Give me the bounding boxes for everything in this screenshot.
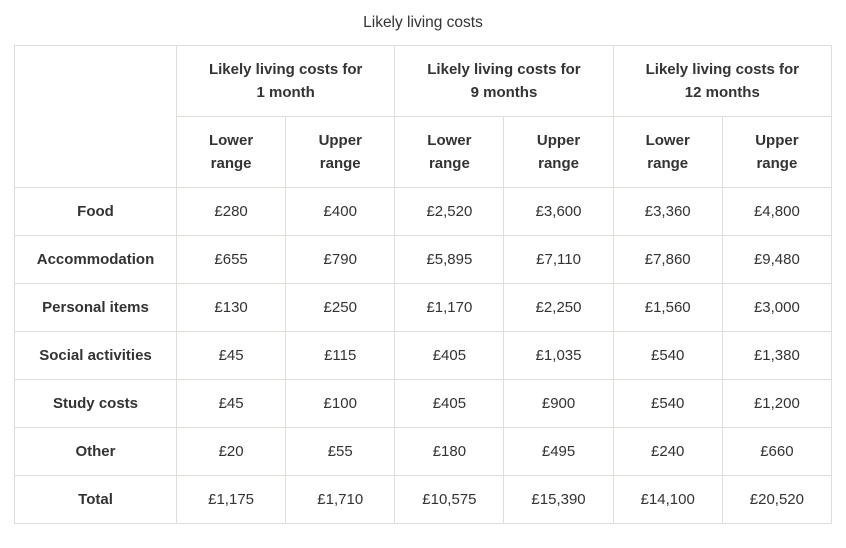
table-row-personal-items: Personal items £130 £250 £1,170 £2,250 £… — [14, 283, 833, 332]
page-title: Likely living costs — [363, 14, 483, 31]
value-cell: £100 — [285, 379, 396, 428]
subheader-line: range — [647, 155, 689, 172]
value-cell: £1,035 — [503, 331, 614, 380]
group-header-line: 12 months — [684, 84, 760, 101]
group-header-line: 9 months — [470, 84, 538, 101]
sub-header-row: Lower range Upper range Lower range Uppe… — [15, 116, 833, 188]
value-cell: £250 — [285, 283, 396, 332]
value-cell: £4,800 — [721, 187, 833, 236]
value-cell: £2,520 — [394, 187, 505, 236]
subheader-upper-1-month: Upper range — [285, 116, 396, 188]
subheader-line: range — [319, 155, 361, 172]
row-header: Food — [14, 187, 177, 236]
group-header-line: Likely living costs for — [427, 61, 581, 78]
table-head: Likely living costs for 1 month Likely l… — [14, 45, 833, 188]
subheader-line: Lower — [645, 132, 690, 149]
value-cell: £3,600 — [503, 187, 614, 236]
table-row-food: Food £280 £400 £2,520 £3,600 £3,360 £4,8… — [14, 187, 833, 236]
value-cell: £5,895 — [394, 235, 505, 284]
subheader-lower-9-months: Lower range — [394, 116, 505, 188]
subheader-line: Upper — [755, 132, 799, 149]
subheader-line: range — [538, 155, 579, 172]
value-cell: £20,520 — [721, 475, 833, 524]
subheader-line: Lower — [427, 132, 472, 149]
group-header-line: 1 month — [256, 84, 315, 101]
living-costs-table: Likely living costs for 1 month Likely l… — [14, 45, 833, 524]
row-header: Social activities — [14, 331, 177, 380]
value-cell: £1,200 — [721, 379, 833, 428]
value-cell: £15,390 — [503, 475, 614, 524]
value-cell: £540 — [612, 331, 723, 380]
value-cell: £540 — [612, 379, 723, 428]
value-cell: £10,575 — [394, 475, 505, 524]
subheader-line: Upper — [536, 132, 581, 149]
value-cell: £14,100 — [612, 475, 723, 524]
table-body: Food £280 £400 £2,520 £3,600 £3,360 £4,8… — [14, 187, 833, 524]
value-cell: £2,250 — [503, 283, 614, 332]
subheader-line: Lower — [208, 132, 254, 149]
subheader-line: range — [428, 155, 470, 172]
group-header-9-months: Likely living costs for 9 months — [394, 45, 614, 117]
subheader-lower-12-months: Lower range — [612, 116, 723, 188]
page: Likely living costs Likely living costs … — [14, 8, 833, 524]
group-header-12-months: Likely living costs for 12 months — [612, 45, 833, 117]
value-cell: £3,000 — [721, 283, 833, 332]
value-cell: £45 — [175, 331, 287, 380]
table-row-accommodation: Accommodation £655 £790 £5,895 £7,110 £7… — [14, 235, 833, 284]
subheader-upper-12-months: Upper range — [721, 116, 833, 188]
value-cell: £45 — [175, 379, 287, 428]
row-header: Accommodation — [14, 235, 177, 284]
value-cell: £790 — [285, 235, 396, 284]
corner-cell — [14, 45, 177, 188]
value-cell: £655 — [175, 235, 287, 284]
group-header-line: Likely living costs for — [208, 61, 363, 78]
subheader-line: range — [210, 155, 252, 172]
table-row-study-costs: Study costs £45 £100 £405 £900 £540 £1,2… — [14, 379, 833, 428]
value-cell: £1,380 — [721, 331, 833, 380]
table-row-total: Total £1,175 £1,710 £10,575 £15,390 £14,… — [14, 475, 833, 524]
value-cell: £130 — [175, 283, 287, 332]
group-header-line: Likely living costs for — [645, 61, 799, 78]
value-cell: £240 — [612, 427, 723, 476]
group-header-row: Likely living costs for 1 month Likely l… — [14, 45, 833, 188]
value-cell: £7,110 — [503, 235, 614, 284]
value-cell: £55 — [285, 427, 396, 476]
value-cell: £495 — [503, 427, 614, 476]
table-row-other: Other £20 £55 £180 £495 £240 £660 — [14, 427, 833, 476]
subheader-line: Upper — [318, 132, 362, 149]
value-cell: £20 — [175, 427, 287, 476]
row-header: Study costs — [14, 379, 177, 428]
value-cell: £405 — [394, 379, 505, 428]
value-cell: £7,860 — [612, 235, 723, 284]
value-cell: £3,360 — [612, 187, 723, 236]
subheader-lower-1-month: Lower range — [175, 116, 287, 188]
value-cell: £400 — [285, 187, 396, 236]
value-cell: £1,170 — [394, 283, 505, 332]
subheader-line: range — [756, 155, 798, 172]
row-header: Other — [14, 427, 177, 476]
value-cell: £9,480 — [721, 235, 833, 284]
value-cell: £1,175 — [175, 475, 287, 524]
group-header-1-month: Likely living costs for 1 month — [175, 45, 396, 117]
table-row-social-activities: Social activities £45 £115 £405 £1,035 £… — [14, 331, 833, 380]
row-header: Total — [14, 475, 177, 524]
value-cell: £180 — [394, 427, 505, 476]
value-cell: £280 — [175, 187, 287, 236]
value-cell: £900 — [503, 379, 614, 428]
value-cell: £405 — [394, 331, 505, 380]
value-cell: £660 — [721, 427, 833, 476]
value-cell: £1,560 — [612, 283, 723, 332]
row-header: Personal items — [14, 283, 177, 332]
subheader-upper-9-months: Upper range — [503, 116, 614, 188]
value-cell: £115 — [285, 331, 396, 380]
value-cell: £1,710 — [285, 475, 396, 524]
